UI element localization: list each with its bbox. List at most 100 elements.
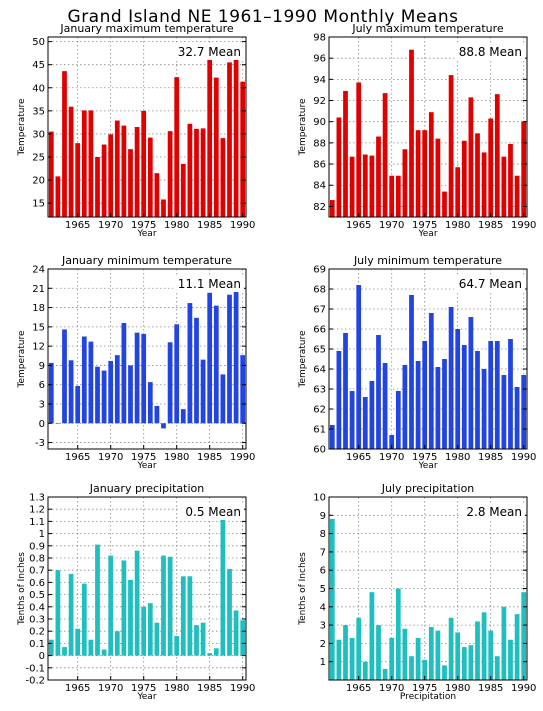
bar — [455, 329, 461, 449]
y-tick-label: 2 — [320, 639, 326, 650]
x-tick-label: 1970 — [379, 683, 404, 694]
bar — [488, 630, 494, 680]
x-tick-label: 1990 — [230, 220, 255, 231]
mean-label-bg — [454, 43, 525, 60]
y-tick-label: 6 — [39, 380, 45, 391]
chart-panel-5: -0.2 -0.100.10.20.3 0.40.50.60.70.8 0.911.1… — [17, 482, 255, 702]
bar — [376, 335, 381, 449]
y-tick-label: 0.8 — [29, 554, 45, 565]
bar — [343, 91, 348, 217]
bar — [108, 134, 114, 217]
y-axis-label: Tenths of Inches — [17, 552, 27, 626]
bar — [521, 375, 527, 449]
bar — [95, 157, 100, 217]
bar — [415, 130, 421, 217]
panel-title: January precipitation — [89, 482, 205, 495]
bar — [508, 339, 513, 449]
bar — [81, 110, 87, 217]
y-axis-label: Temperature — [298, 330, 308, 388]
y-tick-label: 45 — [32, 60, 45, 71]
bar — [134, 127, 140, 217]
bar — [369, 381, 375, 449]
bar — [349, 156, 355, 217]
y-tick-label: 0.7 — [29, 566, 45, 577]
y-tick-label: 1.3 — [29, 493, 45, 504]
y-tick-label: 82 — [313, 202, 326, 213]
mean-label-bg — [180, 503, 244, 520]
bar — [356, 617, 362, 680]
bar — [461, 345, 467, 449]
x-axis-label: Year — [136, 461, 156, 471]
x-tick-label: 1985 — [197, 220, 222, 231]
bar — [220, 374, 226, 424]
bar — [88, 110, 94, 217]
bar — [336, 351, 342, 449]
y-tick-label: 90 — [313, 117, 326, 128]
x-tick-label: 1980 — [445, 220, 470, 231]
x-tick-label: 1975 — [131, 452, 156, 463]
y-tick-label: 64 — [313, 365, 326, 376]
bar — [389, 637, 395, 680]
bar — [395, 588, 401, 680]
bar — [213, 305, 219, 424]
bar — [95, 544, 100, 656]
y-tick-label: 1 — [320, 657, 326, 668]
mean-label-bg — [173, 275, 244, 292]
x-tick-label: 1965 — [346, 683, 371, 694]
chart-panel-1: 15 20 25 30 35 40 45 50 1965 1970 1975 1980 1985 1990… — [17, 22, 255, 239]
bar — [508, 143, 513, 217]
y-tick-label: 66 — [313, 325, 326, 336]
bar — [448, 307, 454, 449]
bar — [475, 351, 480, 449]
bar — [233, 287, 239, 424]
bar — [147, 603, 153, 656]
y-tick-label: 96 — [313, 54, 326, 65]
bar — [220, 517, 226, 656]
bar — [114, 355, 120, 424]
chart-panel-2: 82 84 86 88 90 92 94 96 98 1965 1970 1975 1980 1985 19… — [298, 22, 536, 239]
bar — [134, 332, 140, 424]
y-tick-label: 0 — [39, 651, 45, 662]
y-tick-label: 62 — [313, 405, 326, 416]
bar — [329, 518, 335, 680]
bar — [422, 130, 428, 217]
bar — [75, 386, 81, 424]
x-tick-label: 1985 — [197, 683, 222, 694]
chart-panel-6: 1 2 3 4 5 6 7 8 9 10 1965 1970 1975 1980 1985 1990 July … — [298, 482, 536, 702]
bar — [88, 639, 94, 656]
x-tick-label: 1970 — [379, 220, 404, 231]
y-tick-label: 92 — [313, 96, 326, 107]
plot-frame — [47, 36, 247, 218]
x-tick-label: 1985 — [197, 452, 222, 463]
y-tick-label: 15 — [32, 199, 45, 210]
bar — [187, 123, 193, 217]
bar — [55, 423, 61, 424]
bar — [121, 323, 127, 424]
y-tick-label: 1.1 — [29, 517, 45, 528]
y-axis-label: Temperature — [17, 98, 27, 156]
bar — [376, 136, 381, 217]
bar — [101, 649, 107, 656]
plot-frame — [47, 268, 247, 450]
bar — [369, 592, 375, 680]
bar — [227, 62, 232, 218]
bar — [415, 637, 421, 680]
bar — [180, 163, 186, 217]
bar — [227, 568, 232, 656]
x-tick-label: 1975 — [412, 452, 437, 463]
bar — [409, 656, 414, 680]
bar — [395, 175, 401, 217]
bar — [207, 292, 213, 424]
bar — [382, 669, 388, 680]
x-tick-label: 1965 — [65, 220, 90, 231]
y-tick-label: 98 — [313, 33, 326, 44]
mean-label-bg — [173, 43, 244, 60]
panel-title: July minimum temperature — [353, 254, 502, 267]
bar — [488, 341, 494, 449]
y-tick-label: -0.2 — [25, 676, 45, 687]
y-tick-label: 69 — [313, 265, 326, 276]
y-tick-label: 24 — [32, 265, 45, 276]
y-tick-label: 40 — [32, 83, 45, 94]
x-axis-label: Year — [417, 229, 437, 239]
